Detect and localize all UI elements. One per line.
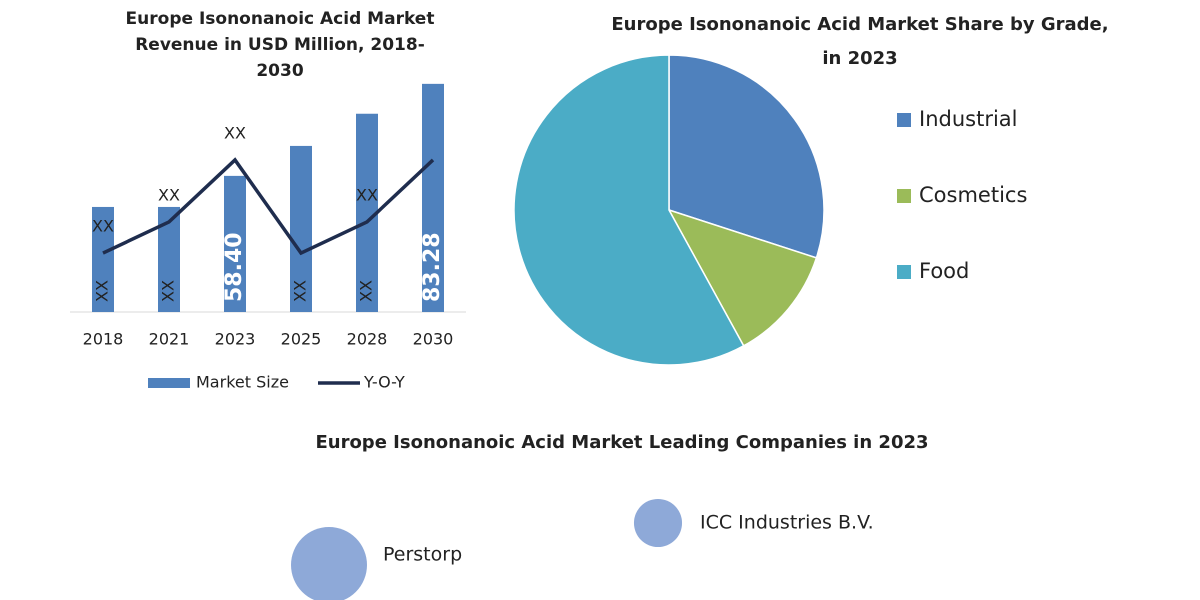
x-tick-label: 2030 xyxy=(413,330,454,349)
legend-label: Industrial xyxy=(919,107,1018,131)
data-label: XX xyxy=(158,185,180,204)
x-tick-label: 2023 xyxy=(215,330,256,349)
legend-swatch xyxy=(148,378,190,388)
bubble-label: ICC Industries B.V. xyxy=(700,512,874,534)
chart-title: Europe Isononanoic Acid Market Leading C… xyxy=(315,432,929,453)
data-label: XX xyxy=(356,185,378,204)
chart-title: Europe Isononanoic Acid Market Revenue i… xyxy=(125,9,435,81)
legend-label: Cosmetics xyxy=(919,183,1027,207)
legend-label: Y-O-Y xyxy=(363,373,405,392)
data-label: XX xyxy=(224,123,246,142)
data-label: XX xyxy=(159,280,178,302)
bubble xyxy=(291,527,367,600)
bar xyxy=(158,206,180,312)
bar xyxy=(92,206,114,312)
legend-swatch xyxy=(897,113,911,127)
pie-slice xyxy=(668,54,825,259)
bar xyxy=(224,175,246,312)
data-label: XX xyxy=(357,280,376,302)
bubble-label: Perstorp xyxy=(383,544,462,566)
bar xyxy=(422,83,444,312)
data-label: XX xyxy=(92,217,114,236)
bar xyxy=(356,113,378,312)
x-tick-label: 2025 xyxy=(281,330,322,349)
line xyxy=(102,157,435,256)
chart-title: Europe Isononanoic Acid Market Share by … xyxy=(611,14,1109,69)
bar xyxy=(290,145,312,312)
legend-swatch xyxy=(897,265,911,279)
legend-label: Food xyxy=(919,259,969,283)
data-label: XX xyxy=(93,280,112,302)
bubble xyxy=(633,498,683,548)
x-tick-label: 2018 xyxy=(83,330,124,349)
legend-label: Market Size xyxy=(196,373,289,392)
legend-swatch xyxy=(897,189,911,203)
pie-slice xyxy=(667,208,818,347)
x-tick-label: 2021 xyxy=(149,330,190,349)
x-tick-label: 2028 xyxy=(347,330,388,349)
data-label: XX xyxy=(291,280,310,302)
data-label: 83.28 xyxy=(420,232,445,302)
pie-slice xyxy=(513,54,745,366)
data-label: 58.40 xyxy=(222,232,247,302)
